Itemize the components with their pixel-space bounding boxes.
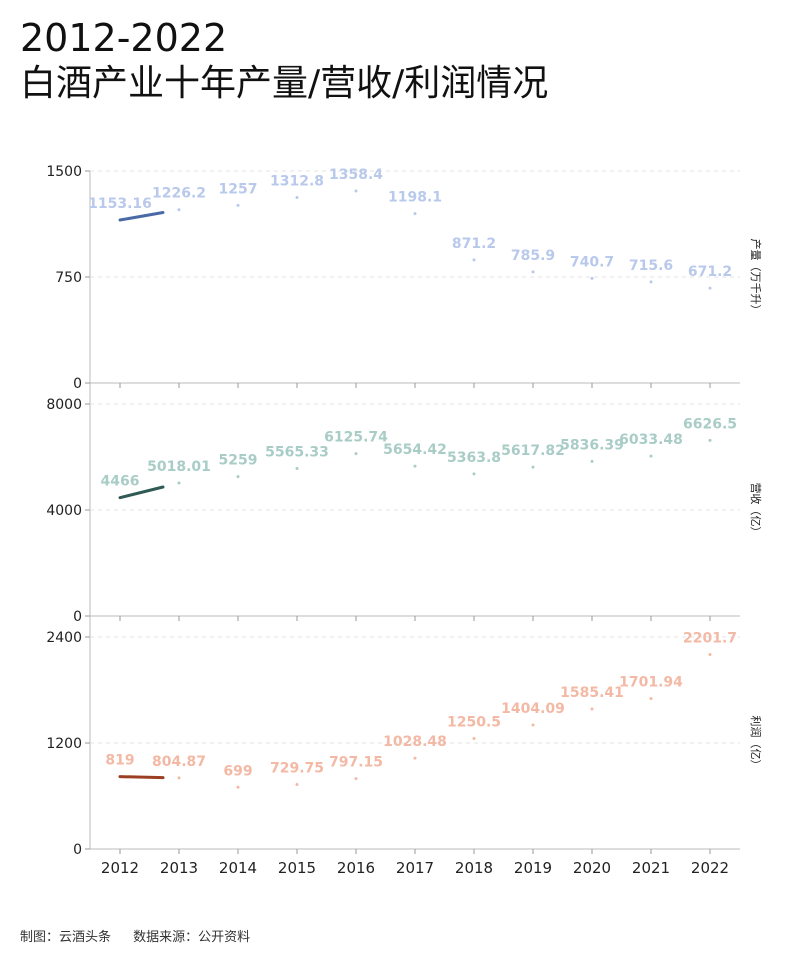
data-point [590,276,594,280]
x-tick-label: 2013 [160,859,198,877]
data-label: 5836.39 [560,437,624,453]
data-point [236,475,240,479]
y-axis-label: 利润（亿） [749,716,763,771]
data-label: 715.6 [629,258,673,274]
y-tick-label: 2400 [46,630,82,646]
data-point [649,280,653,284]
data-point [413,212,417,216]
data-label: 871.2 [452,236,496,252]
data-label: 1701.94 [619,675,683,691]
data-point [354,189,358,193]
x-tick-label: 2012 [101,859,139,877]
footer-credit: 制图：云酒头条 [20,930,112,945]
y-tick-label: 750 [55,270,82,286]
data-point [177,208,181,212]
chart-title-main: 白酒产业十年产量/营收/利润情况 [20,63,549,104]
data-point [413,756,417,760]
footer-source: 数据来源：公开资料 [133,930,251,945]
data-point [590,459,594,463]
data-point [236,203,240,207]
data-label: 740.7 [570,254,614,270]
data-point [177,481,181,485]
data-point [354,777,358,781]
data-point [708,286,712,290]
data-point [295,467,299,471]
data-label: 1250.5 [447,715,501,731]
series-line [118,775,165,780]
data-label: 6033.48 [619,432,683,448]
data-point [649,454,653,458]
data-point [177,776,181,780]
x-tick-label: 2022 [691,859,729,877]
x-tick-label: 2018 [455,859,493,877]
x-tick-label: 2019 [514,859,552,877]
data-label: 5617.82 [501,443,565,459]
y-tick-label: 4000 [46,503,82,519]
data-point [295,195,299,199]
data-label: 1198.1 [388,190,442,206]
footer: 制图：云酒头条 数据来源：公开资料 [20,926,268,945]
data-label: 6626.5 [683,416,737,432]
data-label: 699 [223,763,252,779]
y-tick-label: 8000 [46,397,82,413]
data-label: 5654.42 [383,442,447,458]
data-label: 1257 [219,181,258,197]
data-label: 1358.4 [329,167,383,183]
y-axis-label: 营收（亿） [749,483,763,538]
data-point [590,707,594,711]
data-point [413,464,417,468]
data-label: 797.15 [329,755,383,771]
series-line [118,210,165,222]
data-label: 1028.48 [383,734,447,750]
x-tick-label: 2014 [219,859,257,877]
data-label: 5259 [219,453,258,469]
data-label: 671.2 [688,264,732,280]
x-tick-label: 2017 [396,859,434,877]
x-tick-label: 2020 [573,859,611,877]
chart-title-years: 2012-2022 [20,16,228,60]
data-label: 785.9 [511,248,555,264]
y-tick-label: 0 [73,842,82,858]
data-label: 4466 [101,474,140,490]
data-label: 1585.41 [560,685,624,701]
data-label: 819 [105,753,134,769]
data-label: 1226.2 [152,186,206,202]
y-tick-label: 0 [73,609,82,625]
data-label: 5018.01 [147,459,211,475]
data-label: 729.75 [270,761,324,777]
y-tick-label: 1200 [46,736,82,752]
data-point [236,785,240,789]
y-axis-label: 产量（万千升） [749,239,763,316]
data-label: 1153.16 [88,196,152,212]
y-tick-label: 0 [73,376,82,392]
data-point [708,653,712,657]
x-tick-label: 2015 [278,859,316,877]
data-point [472,737,476,741]
data-point [531,723,535,727]
x-tick-label: 2016 [337,859,375,877]
data-point [708,438,712,442]
data-label: 6125.74 [324,430,388,446]
data-point [531,270,535,274]
data-point [472,258,476,262]
data-point [295,783,299,787]
data-point [531,465,535,469]
series-line [118,485,165,500]
data-label: 2201.7 [683,631,737,647]
data-label: 5363.8 [447,450,501,466]
data-label: 1312.8 [270,173,324,189]
data-label: 5565.33 [265,445,329,461]
data-point [649,697,653,701]
data-label: 804.87 [152,754,206,770]
y-tick-label: 1500 [46,164,82,180]
data-point [354,452,358,456]
data-label: 1404.09 [501,701,565,717]
x-tick-label: 2021 [632,859,670,877]
data-point [472,472,476,476]
